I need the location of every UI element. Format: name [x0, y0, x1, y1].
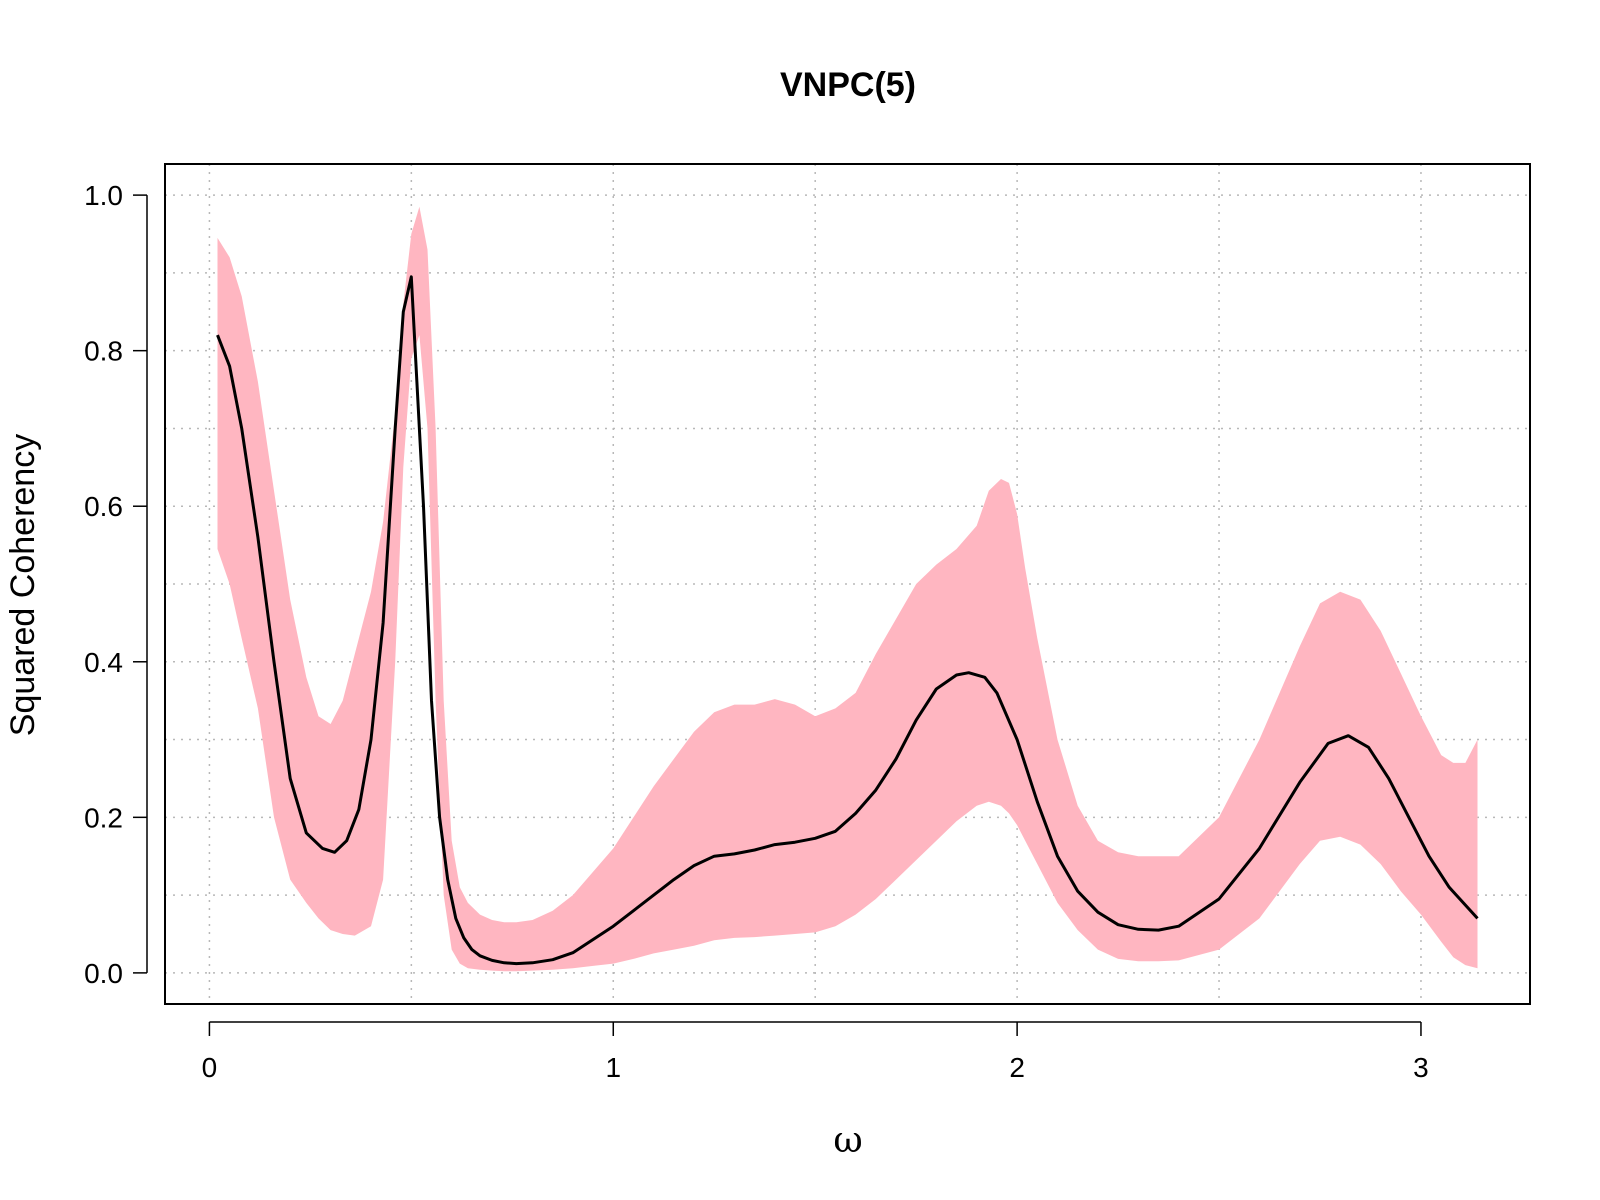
y-tick-label-0: 0.0 [84, 958, 123, 989]
plot-frame [164, 163, 1531, 1005]
y-axis: 0.0 0.2 0.4 0.6 0.8 1.0 [84, 180, 148, 989]
y-axis-label: Squared Coherency [4, 434, 42, 736]
x-tick-label-0: 0 [202, 1052, 218, 1083]
y-tick-label-1: 0.2 [84, 802, 123, 833]
y-tick-label-3: 0.6 [84, 491, 123, 522]
x-tick-label-3: 3 [1413, 1052, 1429, 1083]
x-tick-label-2: 2 [1009, 1052, 1025, 1083]
x-tick-label-1: 1 [605, 1052, 621, 1083]
coherency-curve [216, 275, 1479, 966]
y-tick-label-4: 0.8 [84, 336, 123, 367]
y-tick-label-2: 0.4 [84, 647, 123, 678]
credible-band [217, 206, 1478, 972]
x-axis-label: ω [833, 1120, 862, 1161]
x-axis: 0 1 2 3 [202, 1021, 1429, 1083]
chart-title: VNPC(5) [780, 66, 916, 104]
y-tick-label-5: 1.0 [84, 180, 123, 211]
